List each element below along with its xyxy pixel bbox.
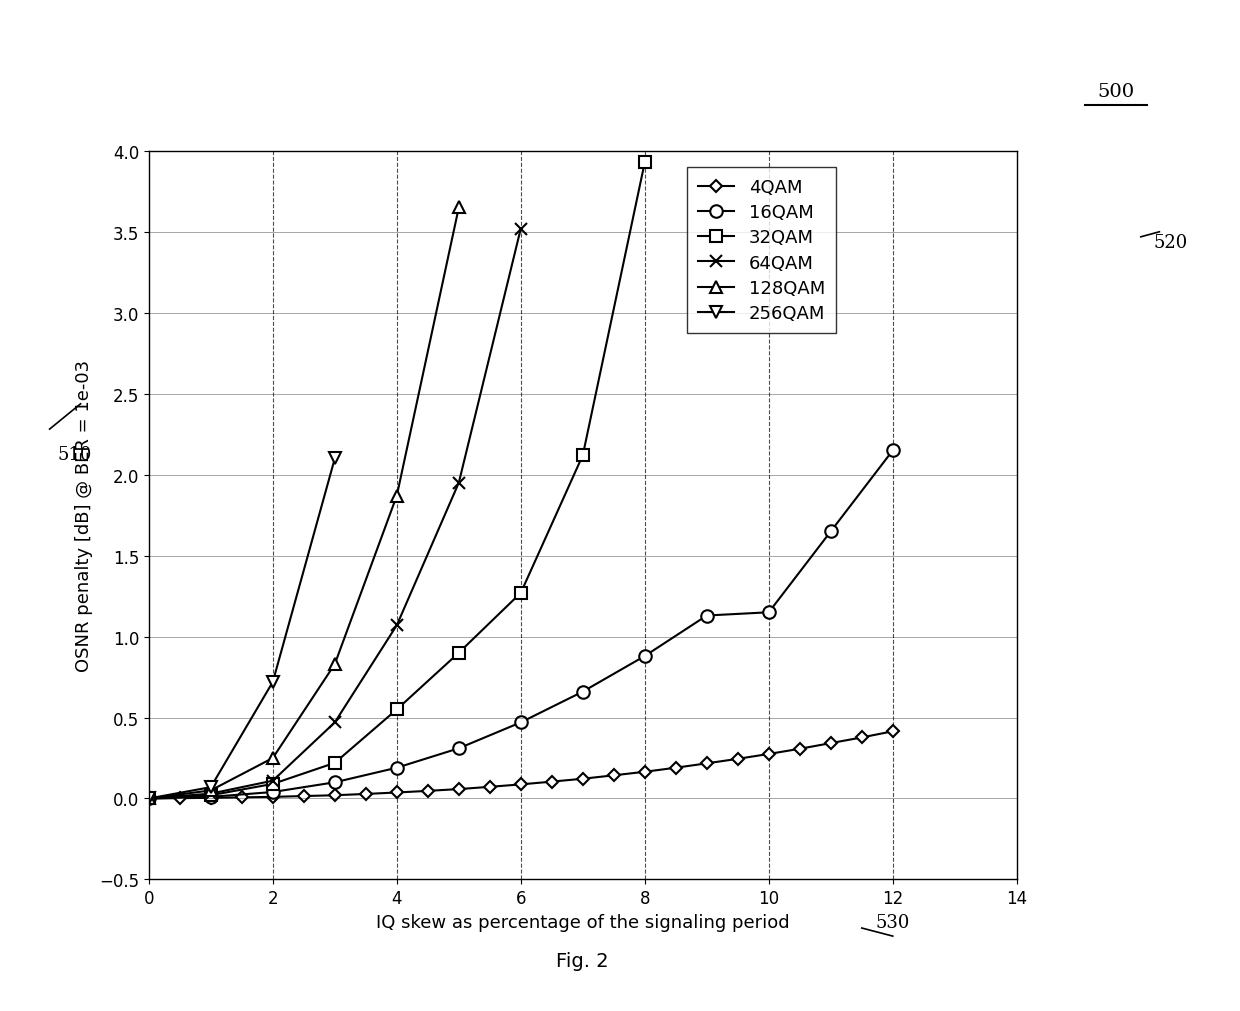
4QAM	[544, 775, 559, 788]
4QAM	[575, 772, 590, 785]
16QAM	[203, 791, 218, 803]
4QAM	[792, 743, 807, 755]
4QAM	[451, 784, 466, 796]
Line: 16QAM: 16QAM	[143, 445, 899, 805]
4QAM	[296, 791, 311, 803]
128QAM	[141, 793, 156, 805]
4QAM	[358, 789, 373, 801]
4QAM	[265, 791, 280, 803]
64QAM	[203, 788, 218, 800]
32QAM	[203, 790, 218, 802]
X-axis label: IQ skew as percentage of the signaling period: IQ skew as percentage of the signaling p…	[376, 913, 790, 931]
64QAM	[389, 620, 404, 632]
64QAM	[265, 774, 280, 787]
256QAM	[203, 782, 218, 794]
4QAM	[823, 737, 838, 749]
64QAM	[451, 477, 466, 489]
16QAM	[823, 526, 838, 538]
16QAM	[327, 776, 342, 789]
128QAM	[265, 752, 280, 764]
Text: 530: 530	[875, 913, 910, 931]
Y-axis label: OSNR penalty [dB] @ BER = 1e-03: OSNR penalty [dB] @ BER = 1e-03	[76, 360, 93, 671]
Text: 520: 520	[1153, 234, 1188, 252]
4QAM	[482, 780, 497, 793]
16QAM	[389, 762, 404, 774]
256QAM	[265, 676, 280, 688]
32QAM	[389, 704, 404, 716]
128QAM	[451, 202, 466, 214]
4QAM	[885, 726, 900, 738]
4QAM	[141, 793, 156, 805]
16QAM	[761, 607, 776, 619]
32QAM	[141, 793, 156, 805]
Line: 256QAM: 256QAM	[144, 454, 340, 804]
4QAM	[389, 787, 404, 799]
256QAM	[327, 453, 342, 465]
64QAM	[513, 223, 528, 236]
4QAM	[668, 762, 683, 774]
32QAM	[513, 587, 528, 600]
Legend: 4QAM, 16QAM, 32QAM, 64QAM, 128QAM, 256QAM: 4QAM, 16QAM, 32QAM, 64QAM, 128QAM, 256QA…	[687, 168, 836, 334]
32QAM	[637, 157, 652, 169]
4QAM	[420, 785, 435, 797]
16QAM	[265, 787, 280, 799]
4QAM	[699, 757, 714, 769]
4QAM	[761, 748, 776, 760]
Line: 32QAM: 32QAM	[144, 158, 650, 804]
128QAM	[327, 658, 342, 670]
16QAM	[451, 742, 466, 754]
64QAM	[141, 793, 156, 805]
64QAM	[327, 717, 342, 729]
4QAM	[327, 790, 342, 802]
16QAM	[141, 793, 156, 805]
Text: Fig. 2: Fig. 2	[557, 951, 609, 970]
32QAM	[451, 647, 466, 659]
16QAM	[637, 650, 652, 662]
256QAM	[141, 793, 156, 805]
Line: 64QAM: 64QAM	[143, 223, 527, 805]
16QAM	[885, 445, 900, 457]
4QAM	[606, 769, 621, 782]
4QAM	[637, 766, 652, 778]
32QAM	[327, 757, 342, 769]
32QAM	[265, 778, 280, 791]
4QAM	[172, 793, 187, 805]
32QAM	[575, 450, 590, 462]
128QAM	[203, 785, 218, 797]
Text: 500: 500	[1097, 83, 1135, 101]
4QAM	[854, 732, 869, 744]
Text: 510: 510	[57, 446, 92, 464]
16QAM	[513, 717, 528, 729]
4QAM	[203, 792, 218, 804]
4QAM	[234, 792, 249, 804]
128QAM	[389, 490, 404, 502]
16QAM	[699, 610, 714, 622]
Line: 128QAM: 128QAM	[144, 203, 464, 804]
16QAM	[575, 685, 590, 698]
4QAM	[513, 778, 528, 791]
Line: 4QAM: 4QAM	[145, 727, 897, 803]
4QAM	[730, 753, 745, 765]
